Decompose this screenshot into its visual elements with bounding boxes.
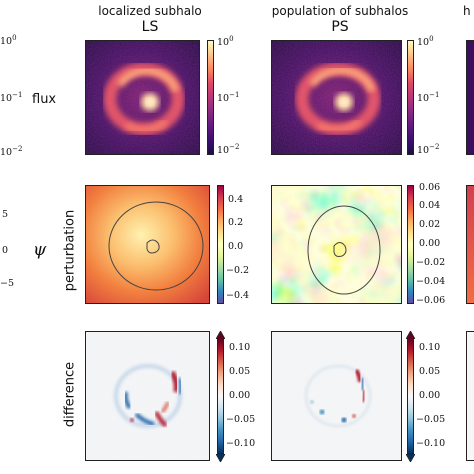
left-psi-tick-1: 0 — [2, 245, 9, 256]
flux-colorbar-ps — [407, 40, 414, 155]
flux-colorbar-ls-tick-1: 10−1 — [217, 91, 240, 105]
difference-ls-tick-4: −0.10 — [226, 438, 256, 449]
difference-ls-tick-2: 0.00 — [229, 390, 251, 401]
column-subtitle-ps: PS — [331, 19, 349, 35]
difference-colorbar-ls-bottom-arrow — [216, 454, 225, 462]
row-label-perturbation: perturbation — [62, 209, 78, 292]
difference-ps-tick-2: 0.00 — [419, 390, 441, 401]
perturbation-ps-tick-3: 0.00 — [419, 238, 441, 249]
perturbation-panel-third-cropped — [466, 185, 474, 304]
difference-colorbar-ps-top-arrow — [406, 331, 415, 339]
perturbation-colorbar-ps — [407, 185, 414, 304]
column-title-ls: localized subhalo — [98, 4, 202, 18]
difference-colorbar-ls — [217, 338, 224, 454]
difference-ls-tick-3: −0.05 — [226, 414, 256, 425]
difference-panel-third-cropped — [466, 331, 474, 461]
column-title-ps: population of subhalos — [271, 4, 409, 18]
difference-ps-tick-0: 0.10 — [419, 342, 441, 353]
perturbation-ps-tick-1: 0.04 — [419, 200, 441, 211]
difference-colorbar-ps — [407, 338, 414, 454]
perturbation-ps-tick-5: −0.04 — [416, 276, 446, 287]
perturbation-ps-tick-2: 0.02 — [419, 219, 441, 230]
flux-colorbar-ps-tick-2: 10−2 — [417, 143, 440, 157]
flux-colorbar-ls-tick-2: 10−2 — [217, 143, 240, 157]
perturbation-colorbar-ls — [217, 185, 224, 304]
column-subtitle-ls: LS — [141, 19, 159, 35]
flux-colorbar-ls — [207, 40, 214, 155]
perturbation-ls-tick-3: −0.2 — [226, 265, 250, 276]
difference-ps-tick-3: −0.05 — [416, 414, 446, 425]
row-label-difference: difference — [62, 361, 78, 428]
difference-ps-tick-4: −0.10 — [416, 438, 446, 449]
perturbation-ls-tick-4: −0.4 — [226, 290, 250, 301]
column-title-third: h — [463, 4, 471, 18]
flux-colorbar-ps-tick-1: 10−1 — [417, 91, 440, 105]
left-psi-tick-2: −5 — [0, 278, 15, 289]
left-psi-tick-0: 5 — [2, 209, 9, 220]
difference-ps-tick-1: 0.05 — [419, 366, 441, 377]
left-flux-label: flux — [32, 92, 57, 107]
left-psi-label: ψ — [33, 240, 47, 260]
difference-ls-tick-0: 0.10 — [229, 342, 251, 353]
flux-panel-ls — [85, 40, 200, 155]
flux-colorbar-ls-tick-0: 100 — [217, 35, 234, 49]
perturbation-ls-tick-2: 0.0 — [228, 241, 244, 252]
difference-ls-tick-1: 0.05 — [229, 366, 251, 377]
flux-panel-ps — [271, 40, 402, 155]
perturbation-panel-ls — [85, 185, 210, 304]
perturbation-ls-tick-1: 0.2 — [228, 217, 244, 228]
left-flux-tick-2: 10−2 — [0, 145, 23, 159]
left-flux-tick-1: 10−1 — [0, 91, 23, 105]
flux-panel-third-cropped — [466, 40, 474, 155]
difference-colorbar-ls-top-arrow — [216, 331, 225, 339]
perturbation-ls-tick-0: 0.4 — [228, 194, 244, 205]
difference-panel-ps — [271, 331, 402, 461]
perturbation-ps-tick-0: 0.06 — [419, 182, 441, 193]
perturbation-ps-tick-4: −0.02 — [416, 257, 446, 268]
left-flux-tick-0: 100 — [0, 34, 17, 48]
difference-colorbar-ps-bottom-arrow — [406, 454, 415, 462]
difference-panel-ls — [85, 331, 210, 461]
perturbation-panel-ps — [271, 185, 402, 304]
flux-colorbar-ps-tick-0: 100 — [417, 35, 434, 49]
perturbation-ps-tick-6: −0.06 — [416, 295, 446, 306]
